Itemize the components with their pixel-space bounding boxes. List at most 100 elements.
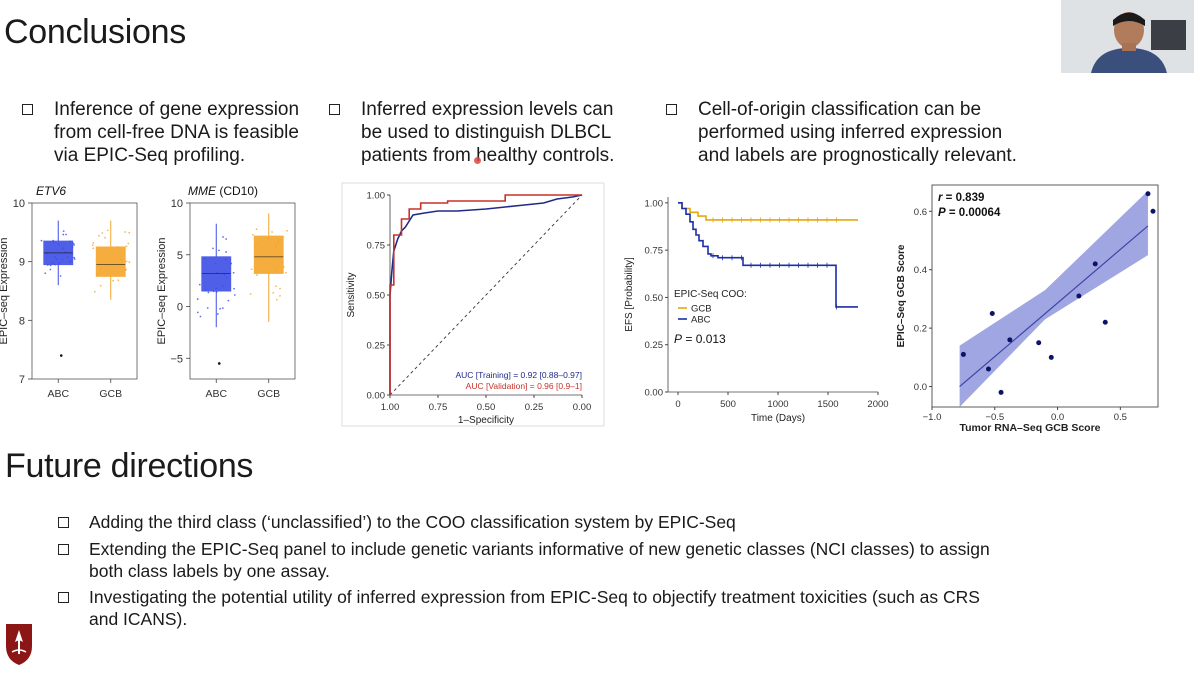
bullet-line: both class labels by one assay. <box>89 560 330 581</box>
jitter-point <box>272 291 275 294</box>
jitter-point <box>117 279 120 282</box>
y-tick-label: 0.2 <box>914 324 927 335</box>
jitter-point <box>91 244 94 247</box>
y-tick-label: −5 <box>170 353 183 365</box>
jitter-point <box>125 260 128 263</box>
bullet-line: Extending the EPIC-Seq panel to include … <box>89 539 990 559</box>
x-tick-label: −1.0 <box>923 412 942 423</box>
y-tick-label: 0.50 <box>645 293 664 304</box>
y-tick-label: 0.00 <box>645 388 664 399</box>
checkbox-icon <box>58 592 69 603</box>
jitter-point <box>256 274 258 276</box>
bullet-line: and ICANS). <box>89 608 188 629</box>
bullet-feasibility: Inference of gene expression from cell-f… <box>22 98 322 167</box>
scatter-point <box>1145 191 1151 197</box>
jitter-point <box>225 251 227 253</box>
x-tick-label: 1500 <box>817 399 838 410</box>
auc-label-validation: AUC [Validation] = 0.96 [0.9–1] <box>466 381 582 391</box>
y-tick-label: 0.0 <box>914 382 927 393</box>
checkbox-icon <box>666 104 677 115</box>
x-tick-label: 0.25 <box>525 402 544 413</box>
jitter-point <box>44 272 47 275</box>
jitter-point <box>227 299 230 302</box>
scatter-point <box>1150 208 1156 214</box>
scatter-chart: 0.0 0.2 0.4 0.6 −1.0 −0.5 0.0 0.5 Tumor RNA–Seq … <box>896 184 1159 434</box>
y-axis-label: EPIC–seq Expression <box>156 238 168 345</box>
jitter-point <box>73 258 76 260</box>
jitter-point <box>222 236 224 238</box>
boxplot-etv6: ETV6 7 8 9 10 EPIC–seq Expression ABC GCB <box>0 184 138 400</box>
y-tick-label: 0.00 <box>367 391 386 402</box>
laser-pointer <box>474 157 481 164</box>
title-gene: ETV6 <box>36 184 66 198</box>
y-axis-label: EFS [Probability] <box>624 257 635 332</box>
x-tick-label: 0.00 <box>573 402 592 413</box>
scatter-point <box>1048 354 1054 360</box>
r-value-label: r = 0.839 <box>938 192 984 204</box>
y-tick-label: 0.4 <box>914 265 927 276</box>
bullet-line: Investigating the potential utility of i… <box>89 587 980 607</box>
box-gcb <box>95 246 126 277</box>
jitter-point <box>233 294 236 296</box>
checkbox-icon <box>58 517 69 528</box>
y-tick-label: 0.25 <box>367 341 386 352</box>
jitter-point <box>65 233 67 236</box>
jitter-point <box>128 231 131 234</box>
x-tick-label: 500 <box>720 399 736 410</box>
x-tick-label: ABC <box>205 388 227 400</box>
jitter-point <box>106 229 109 232</box>
jitter-point <box>218 249 220 252</box>
jitter-point <box>59 275 62 277</box>
y-axis-label: EPIC–Seq GCB Score <box>896 244 907 347</box>
jitter-point <box>286 229 288 232</box>
y-tick-label: 7 <box>19 374 25 386</box>
jitter-point <box>104 236 107 239</box>
presenter-video <box>1061 0 1194 73</box>
bullet-coo: Cell-of-origin classification can be per… <box>666 98 1046 167</box>
jitter-point <box>206 307 209 309</box>
scatter-point <box>986 366 991 372</box>
person-icon <box>1061 0 1194 73</box>
jitter-point <box>127 242 130 245</box>
jitter-point <box>279 294 281 297</box>
scatter-point <box>1036 340 1042 346</box>
jitter-point <box>207 291 210 294</box>
jitter-point <box>124 231 127 233</box>
future-bullet-1: Adding the third class (‘unclassified’) … <box>58 512 1118 534</box>
outlier-point <box>217 362 221 365</box>
p-value-label: P = 0.00064 <box>938 207 1001 219</box>
jitter-point <box>249 293 252 295</box>
jitter-point <box>271 231 273 233</box>
section-title-future: Future directions <box>5 447 254 485</box>
bullet-line: patients from healthy controls. <box>361 145 615 166</box>
bullet-line: Cell-of-origin classification can be <box>698 99 982 120</box>
legend-title: EPIC-Seq COO: <box>674 289 747 300</box>
title-suffix: (CD10) <box>216 184 258 198</box>
scatter-point <box>1102 319 1108 325</box>
bullet-line: Inference of gene expression <box>54 99 300 120</box>
y-axis-label: Sensitivity <box>346 272 357 317</box>
y-tick-label: 0.75 <box>367 241 386 252</box>
jitter-point <box>112 279 115 282</box>
jitter-point <box>199 315 202 318</box>
scatter-point <box>1007 337 1013 343</box>
scatter-point <box>1076 293 1082 299</box>
roc-curve-chart: 0.00 0.25 0.50 0.75 1.00 1.00 0.75 0.50 0.25 0.00… <box>341 182 605 427</box>
checkbox-icon <box>329 104 340 115</box>
box-abc <box>201 256 232 292</box>
x-tick-label: GCB <box>99 388 122 400</box>
jitter-point <box>73 244 76 246</box>
jitter-point <box>125 245 128 248</box>
bullet-line: Inferred expression levels can <box>361 99 614 120</box>
y-axis-label: EPIC–seq Expression <box>0 238 10 345</box>
x-axis-label: Time (Days) <box>751 413 805 424</box>
jitter-point <box>98 234 100 237</box>
km-curve-gcb <box>678 202 858 221</box>
p-symbol: P <box>938 207 946 219</box>
r-value: = 0.839 <box>942 192 984 204</box>
jitter-point <box>198 283 201 286</box>
y-tick-label: 0.6 <box>914 207 927 218</box>
jitter-point <box>275 298 278 301</box>
jitter-point <box>216 313 219 315</box>
future-bullet-3: Investigating the potential utility of i… <box>58 587 1118 630</box>
